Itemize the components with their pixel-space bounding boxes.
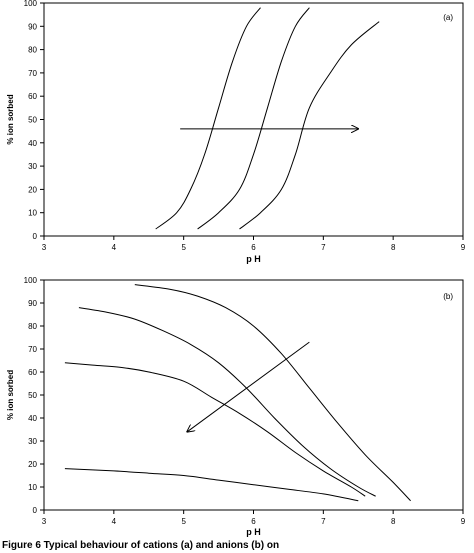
y-tick-label-b: 80	[28, 322, 37, 331]
x-tick-label-a: 7	[321, 243, 326, 252]
y-tick-label-a: 20	[28, 185, 37, 194]
y-tick-label-a: 0	[33, 232, 38, 241]
y-tick-label-b: 30	[28, 437, 37, 446]
y-tick-label-a: 80	[28, 46, 37, 55]
x-tick-label-a: 8	[391, 243, 396, 252]
y-tick-label-a: 50	[28, 116, 37, 125]
series-line-b-3	[64, 362, 366, 497]
y-tick-label-b: 50	[28, 391, 37, 400]
trend-arrow-b	[187, 341, 310, 432]
series-line-a-1	[155, 7, 261, 230]
x-tick-label-a: 5	[181, 243, 186, 252]
series-line-b-4	[64, 468, 359, 502]
y-tick-label-b: 0	[33, 506, 38, 515]
x-tick-label-b: 5	[181, 517, 186, 526]
y-tick-label-a: 40	[28, 139, 37, 148]
y-tick-label-a: 10	[28, 209, 37, 218]
y-tick-label-a: 90	[28, 22, 37, 31]
y-tick-label-a: 100	[24, 0, 38, 8]
y-tick-label-a: 60	[28, 92, 37, 101]
y-axis-label-a: % ion sorbed	[6, 94, 15, 144]
x-tick-label-b: 7	[321, 517, 326, 526]
x-axis-label-a: p H	[246, 254, 261, 264]
x-tick-label-b: 6	[251, 517, 256, 526]
y-tick-label-b: 40	[28, 414, 37, 423]
y-tick-label-b: 60	[28, 368, 37, 377]
x-tick-label-a: 4	[112, 243, 117, 252]
x-axis-label-b: p H	[246, 527, 261, 537]
x-tick-label-b: 3	[42, 517, 47, 526]
panel-label-b: (b)	[443, 292, 453, 301]
y-axis-label-b: % ion sorbed	[6, 370, 15, 420]
y-tick-label-a: 70	[28, 69, 37, 78]
x-tick-label-a: 9	[461, 243, 466, 252]
series-line-b-1	[134, 284, 411, 502]
x-tick-label-a: 6	[251, 243, 256, 252]
y-tick-label-b: 100	[24, 276, 38, 285]
plot-frame-a	[43, 2, 464, 237]
series-line-a-3	[239, 21, 380, 230]
y-tick-label-a: 30	[28, 162, 37, 171]
x-tick-label-a: 3	[42, 243, 47, 252]
figure-caption: Figure 6 Typical behaviour of cations (a…	[2, 540, 280, 551]
y-tick-label-b: 10	[28, 483, 37, 492]
x-tick-label-b: 9	[461, 517, 466, 526]
x-tick-label-b: 8	[391, 517, 396, 526]
series-line-b-2	[78, 307, 376, 497]
y-tick-label-b: 70	[28, 345, 37, 354]
y-tick-label-b: 90	[28, 299, 37, 308]
series-line-a-2	[197, 7, 310, 230]
panel-label-a: (a)	[443, 13, 453, 22]
y-tick-label-b: 20	[28, 460, 37, 469]
x-tick-label-b: 4	[112, 517, 117, 526]
